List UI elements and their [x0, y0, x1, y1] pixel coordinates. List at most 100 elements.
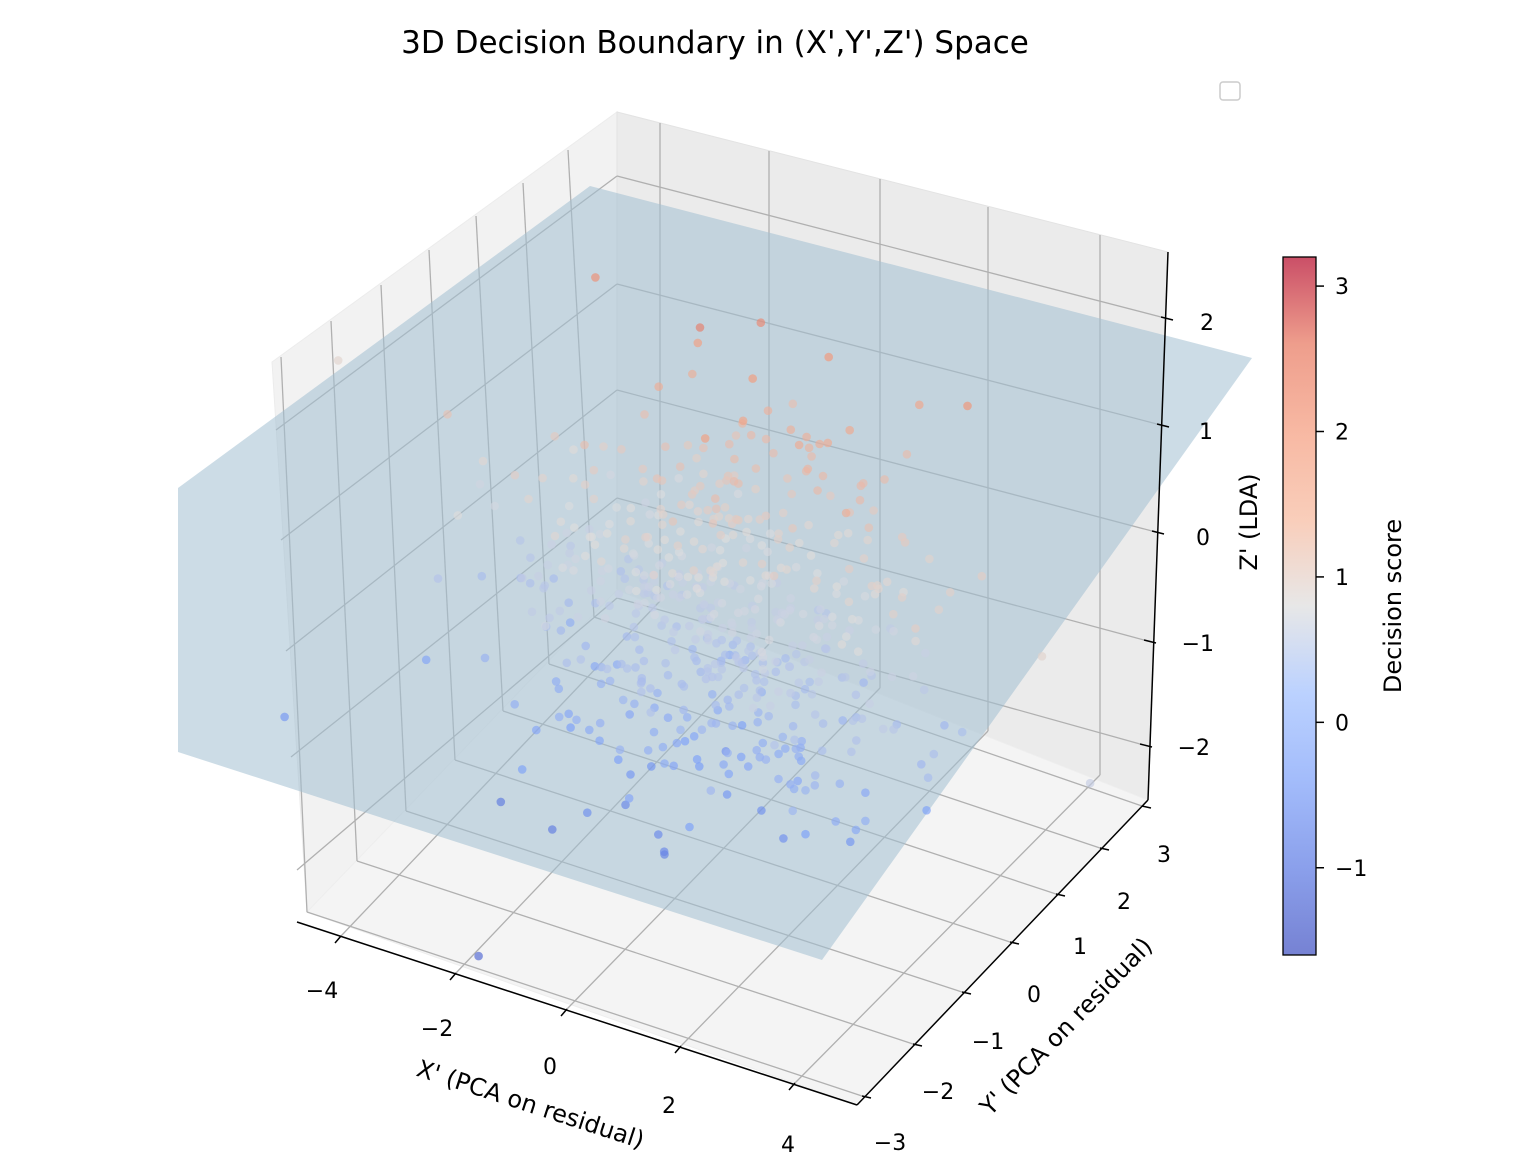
data-point — [708, 690, 717, 699]
data-point — [565, 618, 575, 627]
data-point — [820, 614, 829, 624]
data-point — [708, 519, 718, 528]
data-point — [759, 677, 769, 687]
data-point — [847, 747, 856, 757]
data-point — [889, 725, 898, 734]
data-point — [856, 481, 866, 491]
data-point — [543, 560, 552, 570]
data-point — [615, 745, 625, 754]
data-point — [934, 605, 944, 614]
data-point — [674, 547, 684, 557]
data-point — [851, 690, 861, 700]
data-point — [977, 571, 987, 581]
data-point — [774, 774, 783, 784]
data-point — [564, 598, 573, 607]
data-point — [547, 540, 556, 549]
data-point — [605, 676, 615, 686]
data-point — [957, 727, 967, 737]
data-point — [814, 621, 824, 631]
data-point — [668, 517, 678, 526]
data-point — [645, 510, 655, 519]
data-point — [1037, 652, 1047, 661]
x-tick-label: 4 — [781, 1133, 795, 1158]
data-point — [556, 626, 566, 635]
data-point — [783, 474, 792, 483]
data-point — [688, 369, 697, 379]
data-point — [834, 530, 843, 540]
data-point — [908, 672, 918, 681]
data-point — [421, 655, 431, 665]
data-point — [626, 516, 635, 526]
data-point — [658, 520, 667, 529]
data-point — [692, 584, 702, 593]
data-point — [887, 672, 897, 682]
data-point — [822, 632, 832, 642]
data-point — [728, 721, 737, 730]
data-point — [781, 744, 790, 753]
data-point — [668, 590, 678, 599]
colorbar-tick-label: 2 — [1335, 421, 1349, 446]
data-point — [556, 517, 566, 526]
y-tick-label: −2 — [922, 1080, 954, 1105]
data-point — [614, 589, 624, 599]
data-point — [871, 625, 881, 634]
data-point — [711, 700, 720, 710]
data-point — [812, 576, 821, 585]
z-grid-back — [616, 175, 1162, 318]
z-axis-line — [1147, 251, 1169, 801]
data-point — [869, 506, 878, 515]
x-tick-mark — [788, 1082, 796, 1091]
colorbar-gradient — [1283, 257, 1316, 955]
data-point — [778, 508, 788, 518]
data-point — [720, 503, 730, 512]
data-point — [580, 440, 589, 450]
data-point — [863, 535, 872, 545]
data-point — [744, 514, 753, 524]
data-point — [646, 684, 655, 693]
data-point — [631, 663, 640, 672]
data-point — [694, 517, 703, 527]
data-point — [859, 678, 868, 687]
data-point — [774, 687, 783, 696]
data-point — [638, 464, 648, 474]
data-point — [761, 434, 771, 444]
data-point — [785, 543, 794, 552]
data-point — [621, 535, 630, 544]
data-point — [855, 495, 865, 505]
data-point — [630, 699, 639, 709]
data-point — [650, 610, 659, 620]
data-point — [728, 628, 737, 637]
data-point — [746, 576, 755, 585]
data-point — [699, 599, 709, 609]
y-axis-line — [856, 799, 1149, 1106]
data-point — [701, 674, 711, 684]
data-point — [540, 621, 550, 631]
data-point — [818, 719, 828, 728]
data-point — [652, 585, 661, 595]
data-point — [685, 822, 694, 832]
y-axis-label: Y' (PCA on residual) — [974, 932, 1158, 1122]
data-point — [739, 663, 748, 673]
data-point — [846, 837, 855, 847]
data-point — [795, 538, 804, 548]
data-point — [665, 579, 675, 589]
data-point — [696, 667, 705, 677]
data-point — [656, 593, 665, 602]
data-point — [676, 527, 685, 536]
data-point — [832, 582, 842, 591]
data-point — [728, 621, 737, 630]
data-point — [818, 471, 828, 481]
data-point — [612, 503, 621, 512]
data-point — [771, 667, 781, 677]
data-point — [917, 760, 926, 769]
data-point — [915, 400, 924, 410]
data-point — [680, 736, 690, 746]
data-point — [510, 470, 520, 480]
data-point — [831, 817, 840, 826]
data-point — [786, 688, 795, 698]
data-point — [538, 473, 547, 483]
data-point — [793, 776, 802, 786]
data-point — [922, 806, 931, 815]
data-point — [788, 721, 798, 731]
data-point — [688, 644, 697, 654]
